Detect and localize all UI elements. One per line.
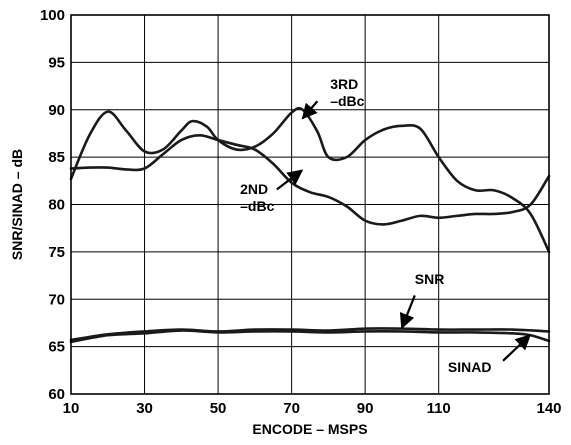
- y-tick-label-6: 90: [48, 102, 65, 119]
- annotation-arrow-ann-snr: [399, 295, 416, 330]
- annotation-label-ann-snr: SNR: [415, 271, 445, 287]
- tick-labels: 10 30 50 70 90 110 140 60 65 70 75 80 85 90 95 100: [40, 7, 562, 417]
- y-tick-label-7: 95: [48, 54, 65, 71]
- x-tick-label-0: 10: [63, 400, 80, 417]
- annotation-line: SNR: [415, 271, 445, 287]
- series-layer: [69, 106, 551, 344]
- annotation-arrow-ann-3rd: [301, 100, 319, 120]
- x-axis-title: ENCODE – MSPS: [252, 421, 367, 437]
- x-tick-label-5: 110: [427, 400, 451, 417]
- annotation-ann-snr: SNR: [399, 271, 445, 330]
- y-tick-label-8: 100: [40, 7, 65, 24]
- y-tick-label-5: 85: [48, 149, 65, 166]
- annotation-line: SINAD: [448, 359, 492, 375]
- annotation-line: –dBc: [330, 93, 364, 109]
- y-axis-title: SNR/SINAD – dB: [9, 149, 25, 260]
- x-tick-label-2: 50: [210, 400, 227, 417]
- plot-frame: [70, 14, 550, 395]
- series-line-snr: [69, 327, 551, 342]
- y-tick-label-4: 80: [48, 197, 65, 214]
- annotation-ann-3rd: 3RD –dBc: [301, 76, 365, 120]
- annotation-arrow-ann-2nd: [276, 169, 304, 191]
- y-tick-label-2: 70: [48, 291, 65, 308]
- annotation-ann-sinad: SINAD: [448, 334, 531, 375]
- grid: [71, 15, 549, 394]
- annotation-line: –dBc: [240, 198, 274, 214]
- annotation-arrow-ann-sinad: [502, 334, 531, 362]
- annotation-line: 2ND: [240, 181, 268, 197]
- plot-border: [70, 14, 550, 395]
- annotation-label-ann-sinad: SINAD: [448, 359, 492, 375]
- annotation-label-ann-3rd: 3RD –dBc: [330, 76, 364, 109]
- annotation-line: 3RD: [330, 76, 358, 92]
- series-line-sinad: [69, 329, 551, 344]
- x-tick-label-3: 70: [283, 400, 300, 417]
- series-line-third: [69, 106, 551, 254]
- x-tick-label-4: 90: [357, 400, 374, 417]
- annotation-label-ann-2nd: 2ND –dBc: [240, 181, 274, 214]
- annotation-ann-2nd: 2ND –dBc: [240, 169, 304, 214]
- x-tick-label-1: 30: [136, 400, 153, 417]
- y-tick-label-1: 65: [48, 339, 65, 356]
- y-tick-label-3: 75: [48, 244, 65, 261]
- y-tick-label-0: 60: [48, 386, 65, 403]
- x-tick-label-6: 140: [536, 400, 561, 417]
- series-line-second: [69, 134, 551, 226]
